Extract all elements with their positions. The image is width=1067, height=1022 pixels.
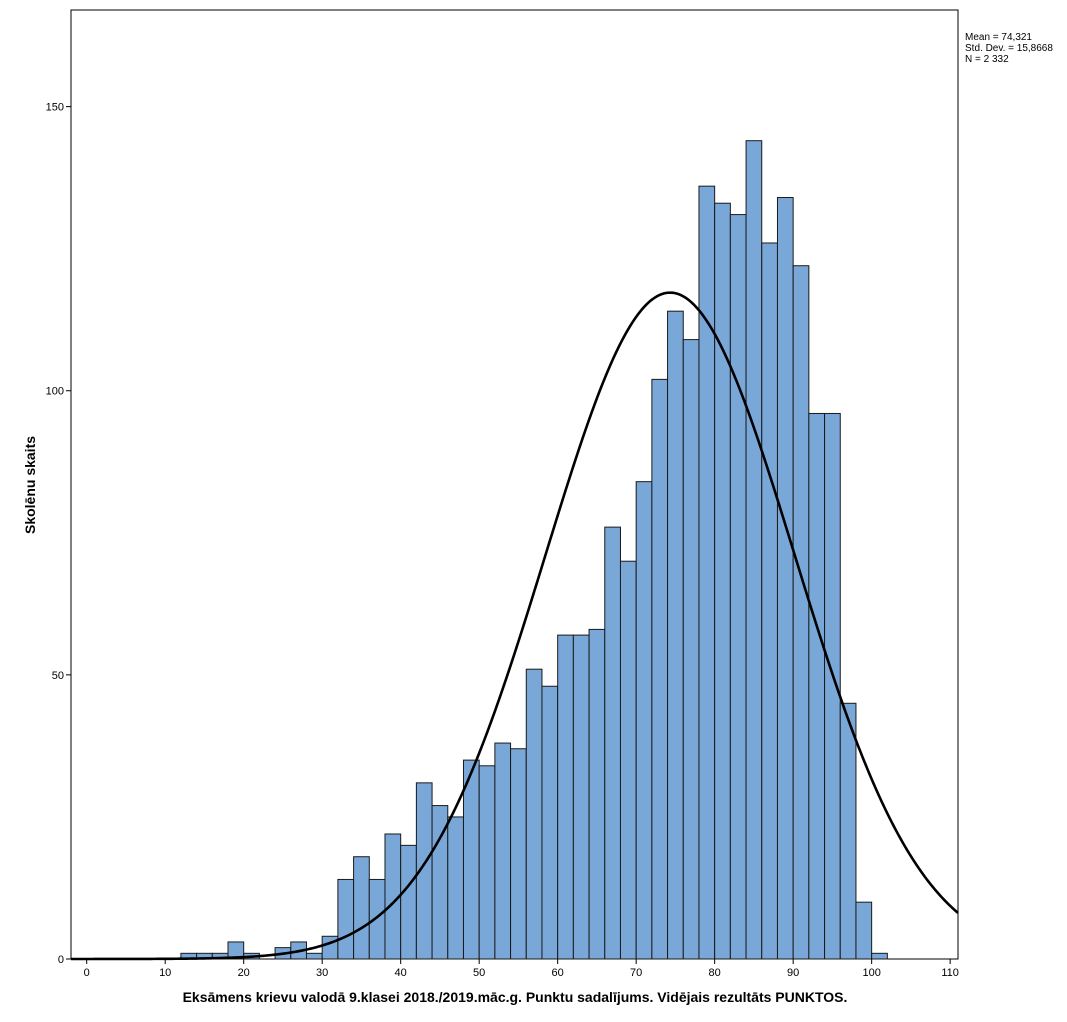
histogram-bar bbox=[588, 628, 606, 960]
histogram-bar bbox=[776, 197, 794, 960]
histogram-bar bbox=[651, 378, 669, 960]
histogram-bar bbox=[525, 668, 543, 960]
x-tick-label: 10 bbox=[159, 967, 171, 979]
statistics-box: Mean = 74,321 Std. Dev. = 15,8668 N = 2 … bbox=[965, 32, 1053, 65]
y-axis: 0 50 100 150 bbox=[46, 102, 71, 966]
histogram-bar bbox=[337, 878, 355, 960]
histogram-bar bbox=[667, 310, 684, 960]
histogram-bar bbox=[462, 759, 480, 960]
histogram-bar bbox=[714, 202, 731, 960]
x-tick-label: 60 bbox=[552, 967, 564, 979]
y-axis-title: Skolēnu skaits bbox=[22, 435, 38, 535]
y-tick-label: 0 bbox=[58, 954, 64, 966]
x-tick-label: 100 bbox=[862, 967, 880, 979]
histogram-bar bbox=[745, 140, 763, 960]
x-tick-label: 40 bbox=[395, 967, 407, 979]
x-tick-label: 20 bbox=[238, 967, 250, 979]
x-tick-label: 110 bbox=[941, 967, 959, 979]
histogram-bar bbox=[494, 742, 512, 960]
histogram-bar bbox=[541, 685, 559, 960]
x-tick-label: 0 bbox=[84, 967, 90, 979]
histogram-bar bbox=[557, 634, 574, 960]
y-tick-label: 100 bbox=[46, 386, 64, 398]
x-axis-title: Eksāmens krievu valodā 9.klasei 2018./20… bbox=[182, 989, 848, 1005]
histogram-bar bbox=[761, 242, 778, 960]
y-tick-label: 50 bbox=[52, 670, 64, 682]
x-tick-label: 80 bbox=[709, 967, 721, 979]
histogram-bar bbox=[400, 844, 417, 960]
histogram-bar bbox=[604, 526, 621, 960]
histogram-bar bbox=[619, 560, 637, 960]
histogram-bar bbox=[855, 901, 873, 960]
histogram-bar bbox=[227, 941, 245, 960]
histogram-bar bbox=[871, 952, 888, 960]
histogram-bar bbox=[824, 412, 841, 960]
histogram-bar bbox=[839, 702, 857, 960]
normal-curve bbox=[71, 291, 959, 961]
x-tick-label: 30 bbox=[316, 967, 328, 979]
histogram-bar bbox=[572, 634, 590, 960]
x-axis: 0 10 20 30 40 50 60 70 80 90 100 110 bbox=[84, 959, 959, 979]
x-tick-label: 70 bbox=[630, 967, 642, 979]
bars-group bbox=[180, 140, 888, 960]
histogram-bar bbox=[808, 412, 826, 960]
histogram-bar bbox=[698, 185, 716, 960]
histogram-bar bbox=[447, 816, 464, 960]
y-tick-label: 150 bbox=[46, 102, 64, 114]
x-tick-label: 50 bbox=[473, 967, 485, 979]
histogram-bar bbox=[478, 765, 496, 960]
histogram-bar bbox=[353, 856, 370, 960]
histogram-bar bbox=[635, 481, 653, 960]
n-stat: N = 2 332 bbox=[965, 54, 1009, 65]
mean-stat: Mean = 74,321 bbox=[965, 32, 1032, 43]
histogram-bar bbox=[305, 952, 323, 960]
histogram-bar bbox=[729, 214, 747, 960]
histogram-bar bbox=[682, 339, 700, 960]
std-dev-stat: Std. Dev. = 15,8668 bbox=[965, 43, 1053, 54]
histogram-bar bbox=[510, 748, 527, 960]
histogram-bar bbox=[792, 265, 810, 960]
x-tick-label: 90 bbox=[787, 967, 799, 979]
histogram-bar bbox=[368, 878, 386, 960]
